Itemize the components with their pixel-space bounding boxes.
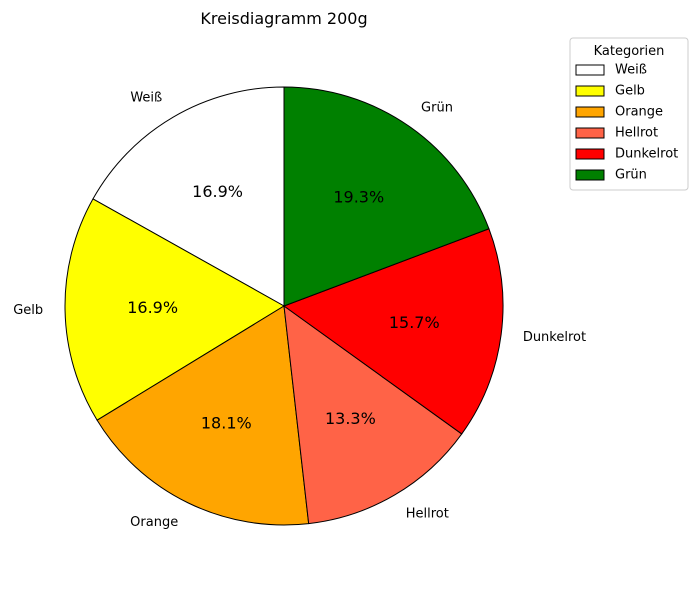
legend-swatch-weiss [575, 64, 605, 76]
pct-label-hellrot: 13.3% [325, 409, 376, 428]
legend-entries: Weiß Gelb Orange Hellrot Dunkelrot Grün [575, 63, 678, 183]
pie-slice-gelb [64, 198, 285, 421]
slice-labels: Weiß Gelb Orange Hellrot Dunkelrot Grün [13, 91, 586, 530]
legend-label-gruen: Grün [615, 168, 647, 183]
pie-slices [64, 86, 504, 526]
slice-label-hellrot: Hellrot [406, 506, 449, 521]
legend-label-hellrot: Hellrot [615, 126, 658, 141]
legend-label-orange: Orange [615, 105, 663, 120]
legend-label-gelb: Gelb [615, 84, 645, 99]
legend-swatch-orange [575, 106, 605, 118]
pie-slice-dunkelrot [283, 228, 504, 435]
pie-slice-hellrot [283, 305, 463, 525]
percentage-labels: 16.9% 16.9% 18.1% 13.3% 15.7% 19.3% [127, 182, 439, 432]
legend-swatch-dunkelrot [575, 148, 605, 160]
legend-swatch-gelb [575, 85, 605, 97]
pct-label-gruen: 19.3% [333, 187, 384, 206]
pct-label-gelb: 16.9% [127, 298, 178, 317]
pie-slice-gruen [283, 86, 490, 307]
legend-label-dunkelrot: Dunkelrot [615, 147, 678, 162]
chart-title: Kreisdiagramm 200g [200, 9, 367, 28]
legend: Kategorien Weiß Gelb Orange Hellrot Dunkelro… [569, 37, 689, 191]
legend-label-weiss: Weiß [615, 63, 647, 78]
legend-swatch-hellrot [575, 127, 605, 139]
slice-label-weiss: Weiß [130, 91, 162, 106]
slice-label-orange: Orange [130, 515, 178, 530]
pie-slice-orange [96, 305, 310, 526]
slice-label-dunkelrot: Dunkelrot [523, 330, 586, 345]
legend-title: Kategorien [594, 44, 665, 59]
slice-label-gelb: Gelb [13, 303, 43, 318]
pct-label-dunkelrot: 15.7% [389, 313, 440, 332]
pie-slice-weiss [92, 86, 285, 307]
legend-swatch-gruen [575, 169, 605, 181]
pct-label-weiss: 16.9% [192, 182, 243, 201]
slice-label-gruen: Grün [421, 100, 453, 115]
pct-label-orange: 18.1% [201, 414, 252, 433]
